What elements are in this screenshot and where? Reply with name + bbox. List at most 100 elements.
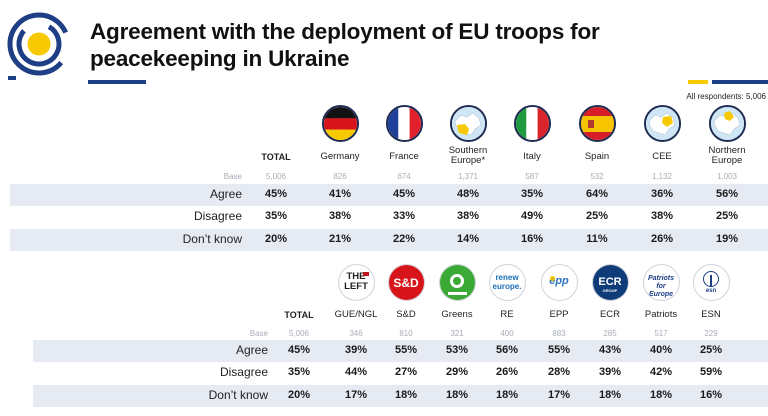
the-left-logo-icon: THE LEFT bbox=[337, 264, 375, 301]
base-value: 517 bbox=[654, 329, 668, 338]
italy-flag-icon bbox=[513, 105, 551, 142]
data-value: 22% bbox=[392, 233, 416, 245]
publisher-logo-icon bbox=[7, 12, 71, 80]
esn-logo-icon: esn bbox=[692, 264, 730, 301]
base-value: 285 bbox=[603, 329, 617, 338]
france-flag-icon bbox=[385, 105, 423, 142]
data-value: 18% bbox=[495, 389, 519, 401]
data-value: 41% bbox=[328, 188, 352, 200]
data-value: 38% bbox=[650, 210, 674, 222]
base-value: 1,371 bbox=[457, 172, 479, 181]
base-value: 5,006 bbox=[288, 329, 310, 338]
data-value: 27% bbox=[394, 366, 418, 378]
data-value: 16% bbox=[520, 233, 544, 245]
column-header: CEE bbox=[652, 151, 672, 162]
data-value: 18% bbox=[649, 389, 673, 401]
data-value: 14% bbox=[456, 233, 480, 245]
data-value: 64% bbox=[585, 188, 609, 200]
table-row bbox=[10, 184, 768, 206]
data-value: 11% bbox=[586, 233, 608, 245]
data-value: 18% bbox=[394, 389, 418, 401]
data-value: 25% bbox=[699, 344, 723, 356]
column-header: EPP bbox=[549, 309, 569, 320]
data-value: 20% bbox=[264, 233, 288, 245]
data-value: 56% bbox=[495, 344, 519, 356]
data-value: 25% bbox=[715, 210, 739, 222]
base-value: 587 bbox=[525, 172, 539, 181]
base-value: 532 bbox=[590, 172, 604, 181]
data-value: 49% bbox=[520, 210, 544, 222]
data-value: 44% bbox=[344, 366, 368, 378]
row-label: Disagree bbox=[219, 365, 268, 379]
southern-europe-map-icon bbox=[449, 105, 487, 142]
renew-europe-logo-icon: renew europe. bbox=[488, 264, 526, 301]
base-value: 400 bbox=[500, 329, 514, 338]
data-value: 43% bbox=[598, 344, 622, 356]
data-value: 17% bbox=[344, 389, 368, 401]
data-value: 17% bbox=[547, 389, 571, 401]
column-header: France bbox=[389, 151, 419, 162]
data-value: 45% bbox=[287, 344, 311, 356]
data-value: 29% bbox=[445, 366, 469, 378]
data-value: 36% bbox=[650, 188, 674, 200]
table-row bbox=[33, 340, 768, 362]
germany-flag-icon bbox=[321, 105, 359, 142]
data-value: 20% bbox=[287, 389, 311, 401]
ecr-logo-icon: ECR GROUP bbox=[591, 264, 629, 301]
data-value: 56% bbox=[715, 188, 739, 200]
row-label: Don’t know bbox=[182, 232, 242, 246]
data-value: 42% bbox=[649, 366, 673, 378]
data-value: 28% bbox=[547, 366, 571, 378]
data-value: 38% bbox=[456, 210, 480, 222]
data-value: 39% bbox=[344, 344, 368, 356]
base-value: 1,003 bbox=[716, 172, 738, 181]
data-value: 55% bbox=[394, 344, 418, 356]
row-label: Don’t know bbox=[208, 388, 268, 402]
data-value: 21% bbox=[328, 233, 352, 245]
data-value: 26% bbox=[650, 233, 674, 245]
data-value: 25% bbox=[585, 210, 609, 222]
row-label: Disagree bbox=[193, 209, 242, 223]
base-value: 321 bbox=[450, 329, 464, 338]
base-value: 883 bbox=[552, 329, 566, 338]
data-value: 40% bbox=[649, 344, 673, 356]
base-value: 1,132 bbox=[651, 172, 673, 181]
cee-map-icon bbox=[643, 105, 681, 142]
yellow-accent-bar bbox=[688, 80, 708, 84]
column-header: TOTAL bbox=[261, 152, 291, 162]
row-label: Agree bbox=[209, 187, 242, 201]
data-value: 53% bbox=[445, 344, 469, 356]
respondents-note: All respondents: 5,006 bbox=[686, 92, 766, 101]
base-value: 5,006 bbox=[265, 172, 287, 181]
navy-accent-bar bbox=[712, 80, 768, 84]
data-value: 16% bbox=[699, 389, 723, 401]
data-value: 35% bbox=[287, 366, 311, 378]
column-header: ESN bbox=[701, 309, 721, 320]
data-value: 45% bbox=[392, 188, 416, 200]
column-header: Italy bbox=[523, 151, 541, 162]
column-header: Patriots bbox=[644, 309, 678, 320]
column-header: GUE/NGL bbox=[334, 309, 378, 320]
spain-flag-icon bbox=[578, 105, 616, 142]
column-header: S&D bbox=[396, 309, 416, 320]
data-value: 35% bbox=[264, 210, 288, 222]
data-value: 55% bbox=[547, 344, 571, 356]
data-value: 38% bbox=[328, 210, 352, 222]
column-header: TOTAL bbox=[284, 310, 314, 320]
greens-logo-icon bbox=[438, 264, 476, 301]
data-value: 18% bbox=[445, 389, 469, 401]
data-value: 39% bbox=[598, 366, 622, 378]
base-value: 674 bbox=[397, 172, 411, 181]
column-header: Germany bbox=[320, 151, 360, 162]
epp-logo-icon: epp bbox=[540, 264, 578, 301]
data-value: 48% bbox=[456, 188, 480, 200]
title-underline bbox=[88, 80, 146, 84]
column-header: Greens bbox=[441, 309, 473, 320]
base-value: 810 bbox=[399, 329, 413, 338]
data-value: 26% bbox=[495, 366, 519, 378]
data-value: 35% bbox=[520, 188, 544, 200]
base-value: 346 bbox=[349, 329, 363, 338]
chart-title: Agreement with the deployment of EU troo… bbox=[90, 19, 600, 71]
base-value: 826 bbox=[333, 172, 347, 181]
